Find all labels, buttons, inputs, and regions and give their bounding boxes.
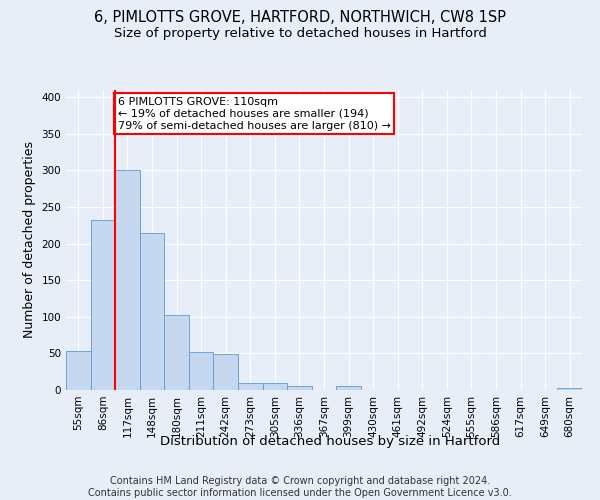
Bar: [115, 170, 140, 390]
Bar: [164, 314, 189, 390]
Y-axis label: Number of detached properties: Number of detached properties: [23, 142, 36, 338]
Bar: [140, 232, 164, 390]
Text: Contains HM Land Registry data © Crown copyright and database right 2024.
Contai: Contains HM Land Registry data © Crown c…: [88, 476, 512, 498]
Text: Size of property relative to detached houses in Hartford: Size of property relative to detached ho…: [113, 28, 487, 40]
Bar: [287, 386, 312, 390]
Bar: [263, 384, 287, 390]
Bar: [557, 388, 582, 390]
Text: 6, PIMLOTTS GROVE, HARTFORD, NORTHWICH, CW8 1SP: 6, PIMLOTTS GROVE, HARTFORD, NORTHWICH, …: [94, 10, 506, 25]
Bar: [238, 382, 263, 390]
Text: 6 PIMLOTTS GROVE: 110sqm
← 19% of detached houses are smaller (194)
79% of semi-: 6 PIMLOTTS GROVE: 110sqm ← 19% of detach…: [118, 98, 391, 130]
Text: Distribution of detached houses by size in Hartford: Distribution of detached houses by size …: [160, 435, 500, 448]
Bar: [189, 352, 214, 390]
Bar: [66, 351, 91, 390]
Bar: [214, 354, 238, 390]
Bar: [91, 220, 115, 390]
Bar: [336, 386, 361, 390]
